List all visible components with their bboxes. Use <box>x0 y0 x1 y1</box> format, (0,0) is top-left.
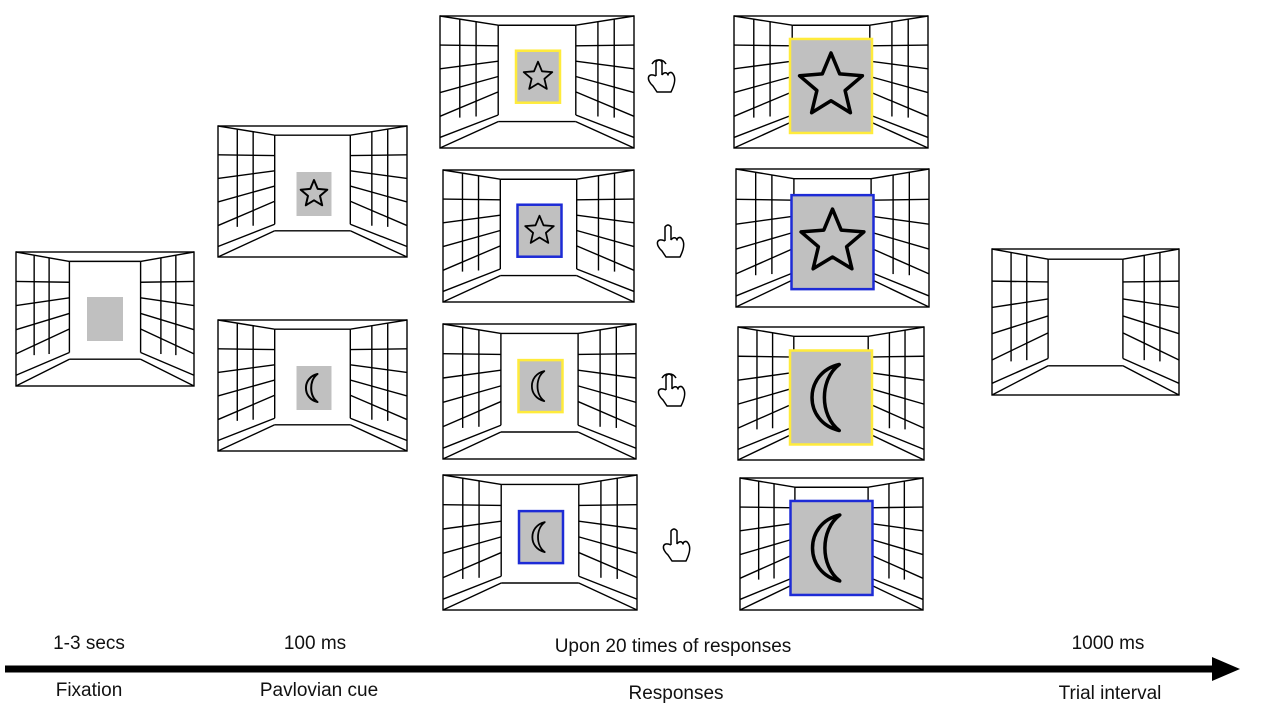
response-star-yellow-panel <box>440 16 634 148</box>
pavlovian-crescent-panel <box>218 320 407 451</box>
fixation-label: Fixation <box>56 681 123 700</box>
cue-box <box>87 297 123 341</box>
cue-box <box>297 366 332 410</box>
feedback-crescent-yellow-panel <box>738 327 924 460</box>
response-crescent-yellow-panel <box>443 324 636 459</box>
hand-pointing-icon <box>663 529 689 561</box>
cue-box-blue <box>791 501 873 595</box>
trial-interval-panel <box>992 249 1179 395</box>
trial-interval-label: Trial interval <box>1059 684 1162 703</box>
fixation-duration: 1-3 secs <box>53 634 125 653</box>
pavlovian-star-panel <box>218 126 407 257</box>
responses-duration: Upon 20 times of responses <box>555 637 792 656</box>
response-crescent-blue-panel <box>443 475 637 610</box>
cue-box-blue <box>519 511 563 563</box>
pavlovian-duration: 100 ms <box>284 634 346 653</box>
hand-tap-icon <box>658 374 684 406</box>
hand-pointing-icon <box>657 225 683 257</box>
timeline-arrow <box>5 657 1240 681</box>
cue-box-blue <box>518 205 562 257</box>
trial-interval-duration: 1000 ms <box>1072 634 1145 653</box>
cue-box-yellow <box>519 360 563 412</box>
responses-label: Responses <box>628 684 723 703</box>
feedback-crescent-blue-panel <box>740 478 923 610</box>
fixation-panel <box>16 252 194 386</box>
cue-box <box>297 172 332 216</box>
feedback-star-blue-panel <box>736 169 929 307</box>
feedback-star-yellow-panel <box>734 16 928 148</box>
cue-box-yellow <box>790 350 872 444</box>
response-star-blue-panel <box>443 170 634 302</box>
hand-tap-icon <box>648 60 674 92</box>
cue-box-yellow <box>516 51 560 103</box>
pavlovian-label: Pavlovian cue <box>260 681 378 700</box>
